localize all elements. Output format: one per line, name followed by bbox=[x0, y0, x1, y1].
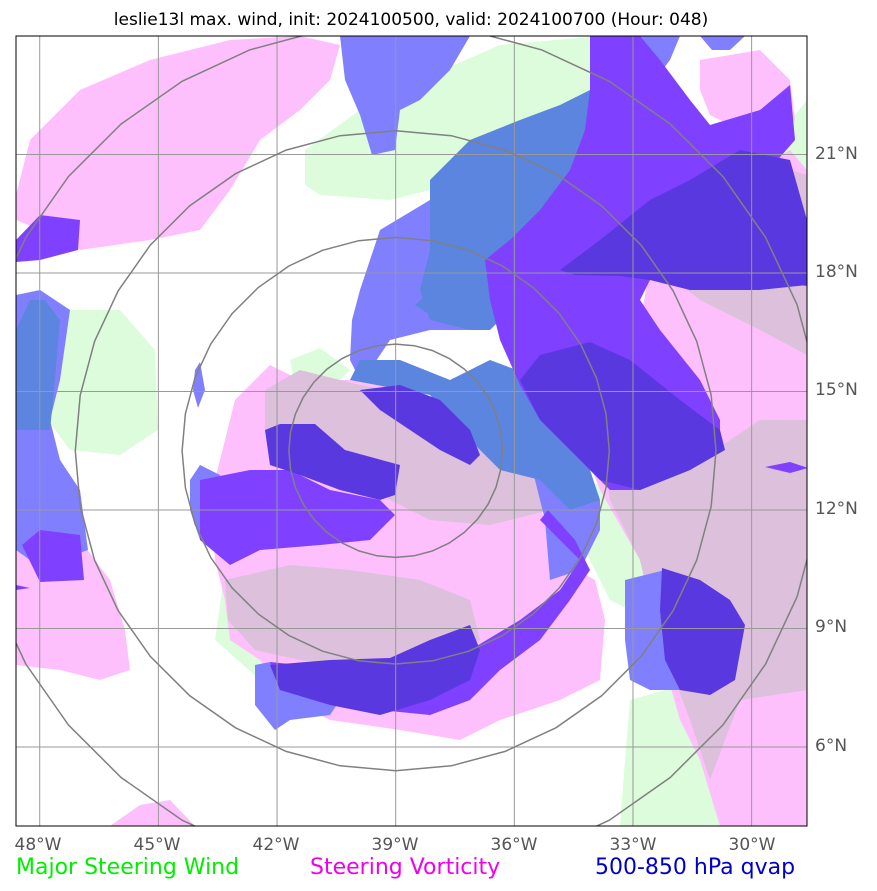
longitude-labels: 48°W 45°W 42°W 39°W 36°W 33°W 30°W bbox=[15, 835, 776, 855]
lon-label: 30°W bbox=[729, 835, 776, 855]
lat-label: 12°N bbox=[815, 499, 858, 519]
latitude-labels: 21°N 18°N 15°N 12°N 9°N 6°N bbox=[815, 144, 858, 756]
overlap-region bbox=[265, 370, 550, 525]
qvap-mid-region bbox=[350, 360, 600, 510]
qvap-light-region bbox=[193, 362, 205, 408]
lon-label: 36°W bbox=[491, 835, 538, 855]
legend-steering-vorticity: Steering Vorticity bbox=[310, 855, 500, 880]
lon-label: 39°W bbox=[372, 835, 419, 855]
vorticity-region bbox=[16, 36, 340, 250]
graticule bbox=[16, 36, 807, 826]
qvap-darkest-region bbox=[270, 625, 480, 715]
lat-label: 18°N bbox=[815, 262, 858, 282]
qvap-mid-layer bbox=[16, 90, 620, 510]
range-ring bbox=[16, 36, 807, 826]
qvap-mid-region bbox=[420, 90, 620, 330]
lon-label: 45°W bbox=[134, 835, 181, 855]
range-ring bbox=[181, 236, 611, 665]
qvap-dark-region bbox=[200, 470, 395, 565]
vorticity-region bbox=[110, 800, 195, 826]
qvap-dark-region bbox=[16, 585, 30, 590]
range-ring bbox=[288, 343, 504, 559]
lon-label: 33°W bbox=[610, 835, 657, 855]
range-ring bbox=[74, 130, 717, 772]
qvap-light-region bbox=[340, 36, 470, 155]
qvap-dark-region bbox=[22, 530, 84, 582]
overlap-region bbox=[225, 565, 480, 670]
map-frame bbox=[15, 35, 808, 827]
map-area bbox=[16, 36, 807, 826]
legend-qvap: 500-850 hPa qvap bbox=[595, 855, 795, 880]
qvap-darkest-region bbox=[360, 385, 480, 465]
qvap-light-region bbox=[700, 36, 745, 50]
legend-steering-wind: Major Steering Wind bbox=[16, 855, 239, 880]
qvap-dark-region bbox=[16, 215, 80, 262]
qvap-darkest-region bbox=[560, 150, 807, 290]
qvap-darkest-region bbox=[265, 424, 400, 500]
figure-title: leslie13l max. wind, init: 2024100500, v… bbox=[114, 10, 708, 30]
lat-label: 9°N bbox=[815, 617, 847, 637]
range-rings bbox=[16, 36, 807, 826]
lat-label: 15°N bbox=[815, 380, 858, 400]
wind-region bbox=[305, 36, 660, 200]
lat-label: 21°N bbox=[815, 144, 858, 164]
qvap-darkest-region bbox=[660, 568, 745, 695]
qvap-mid-region bbox=[16, 300, 60, 430]
lat-label: 6°N bbox=[815, 736, 847, 756]
lon-label: 42°W bbox=[253, 835, 300, 855]
qvap-darkest-layer bbox=[265, 150, 807, 715]
qvap-dark-region bbox=[765, 462, 807, 473]
wind-region bbox=[45, 310, 158, 455]
qvap-mid-region bbox=[415, 292, 478, 315]
lon-label: 48°W bbox=[15, 835, 62, 855]
qvap-darkest-region bbox=[520, 342, 725, 490]
